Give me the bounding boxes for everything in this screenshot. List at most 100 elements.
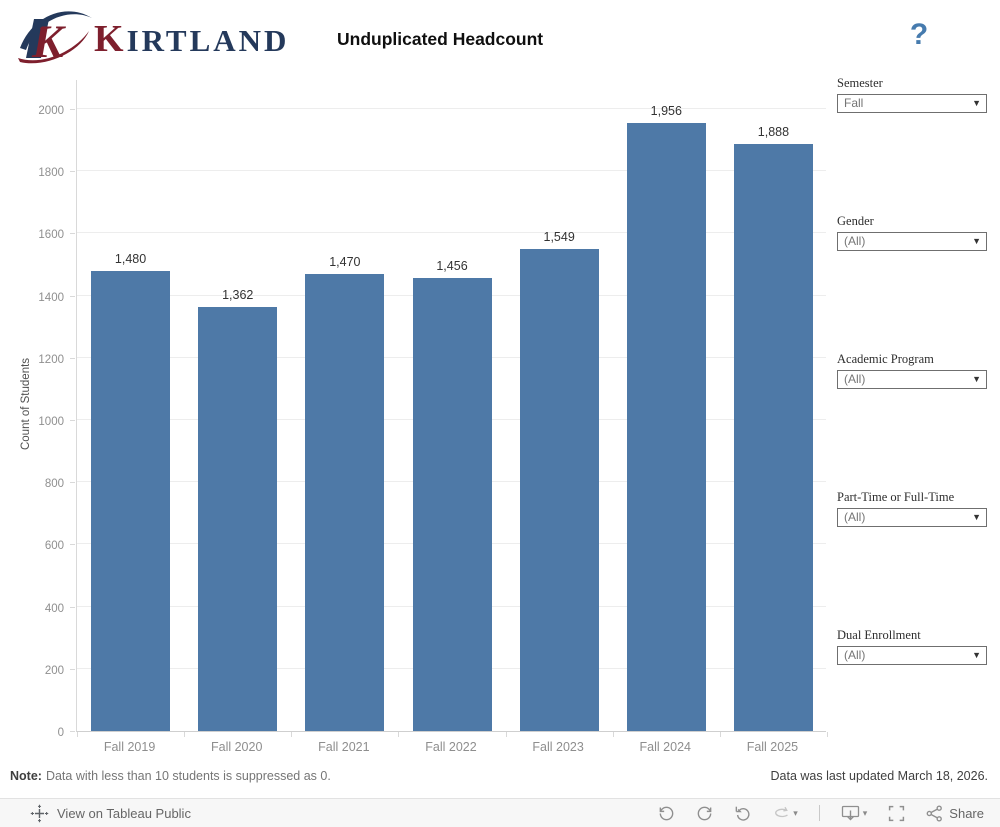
x-tick-mark <box>719 732 721 737</box>
brand-initial: K <box>94 18 127 60</box>
y-tick-label: 800 <box>44 478 64 491</box>
tableau-toolbar: View on Tableau Public <box>0 798 1000 827</box>
bar-fall-2025[interactable] <box>733 143 813 731</box>
x-tick-mark <box>612 732 614 737</box>
y-tick-mark <box>70 109 75 110</box>
y-tick-mark <box>70 544 75 546</box>
plot-pane: 1,480 1,362 1,470 1,456 1,549 1,956 1,888 <box>76 80 828 737</box>
replay-button[interactable] <box>734 805 751 822</box>
toolbar-actions: ▾ ▾ <box>637 804 984 822</box>
refresh-button[interactable]: ▾ <box>772 806 798 821</box>
kirtland-emblem-icon: K <box>18 11 92 64</box>
bar-fall-2024[interactable] <box>626 122 706 731</box>
bar-fall-2022[interactable] <box>412 278 492 731</box>
fullscreen-button[interactable] <box>888 805 905 822</box>
brand-wordmark: KIRTLAND <box>94 20 289 64</box>
y-tick-label: 0 <box>57 727 64 739</box>
view-on-tableau-public-label: View on Tableau Public <box>57 805 191 821</box>
bar-value-label: 1,470 <box>329 254 361 269</box>
replay-icon <box>735 806 750 821</box>
x-tick-label: Fall 2023 <box>532 740 584 754</box>
bar-value-label: 1,888 <box>757 124 790 139</box>
filter-semester: Semester Fall ▼ <box>837 76 987 113</box>
y-tick-mark <box>70 171 75 173</box>
filter-label: Semester <box>837 76 883 90</box>
academic-program-dropdown[interactable]: (All) ▼ <box>837 370 987 389</box>
y-tick-label: 600 <box>44 540 64 553</box>
gender-dropdown[interactable]: (All) ▼ <box>837 232 987 251</box>
help-icon[interactable]: ? <box>909 18 929 51</box>
kirtland-logo: K KIRTLAND <box>16 6 289 64</box>
svg-text:K: K <box>31 16 66 64</box>
bar-value-label: 1,549 <box>543 230 575 245</box>
note-text: Data with less than 10 students is suppr… <box>45 769 331 783</box>
y-tick-label: 2000 <box>38 105 64 117</box>
share-button[interactable]: Share <box>926 804 984 822</box>
y-tick-mark <box>70 420 75 421</box>
gridline <box>77 108 826 109</box>
x-tick-label: Fall 2022 <box>425 740 477 754</box>
redo-button[interactable] <box>696 805 713 822</box>
bar-value-label: 1,956 <box>650 103 682 118</box>
share-icon <box>926 804 943 822</box>
x-tick-mark <box>505 732 507 737</box>
filter-academic-program: Academic Program (All) ▼ <box>837 352 987 389</box>
chevron-down-icon: ▾ <box>862 807 868 818</box>
toolbar-divider <box>818 805 820 821</box>
dropdown-value: (All) <box>844 372 866 386</box>
dual-enrollment-dropdown[interactable]: (All) ▼ <box>837 646 987 665</box>
filter-label: Academic Program <box>837 352 934 366</box>
y-tick-mark <box>70 731 75 732</box>
bar-fall-2023[interactable] <box>519 249 599 731</box>
undo-button[interactable] <box>658 805 675 822</box>
bar-value-label: 1,456 <box>436 259 468 274</box>
x-tick-mark <box>184 732 186 737</box>
filter-dual-enrollment: Dual Enrollment (All) ▼ <box>837 628 987 665</box>
x-tick-label: Fall 2019 <box>103 740 156 754</box>
y-tick-label: 1000 <box>38 416 64 428</box>
download-icon <box>841 805 859 820</box>
y-tick-label: 1800 <box>38 167 64 180</box>
x-tick-label: Fall 2025 <box>746 740 799 754</box>
y-tick-label: 1200 <box>38 353 64 366</box>
semester-dropdown[interactable]: Fall ▼ <box>837 94 987 113</box>
y-tick-mark <box>70 357 75 359</box>
filter-label: Gender <box>837 214 874 228</box>
fullscreen-icon <box>889 805 905 821</box>
filter-label: Dual Enrollment <box>837 628 921 642</box>
chevron-down-icon: ▾ <box>793 807 798 818</box>
view-on-tableau-public-link[interactable]: View on Tableau Public <box>30 804 191 823</box>
part-full-time-dropdown[interactable]: (All) ▼ <box>837 508 987 527</box>
x-tick-label: Fall 2024 <box>639 740 691 754</box>
chevron-down-icon: ▼ <box>972 374 981 384</box>
share-label: Share <box>949 805 984 821</box>
filter-gender: Gender (All) ▼ <box>837 214 987 251</box>
page-title: Unduplicated Headcount <box>337 29 544 49</box>
y-tick-mark <box>70 606 75 608</box>
bar-fall-2019[interactable] <box>91 270 171 731</box>
chevron-down-icon: ▼ <box>972 650 981 660</box>
y-tick-label: 1600 <box>38 229 64 242</box>
y-tick-mark <box>70 482 75 484</box>
bar-fall-2020[interactable] <box>198 307 278 731</box>
footnote: Note: Data with less than 10 students is … <box>10 769 331 783</box>
x-tick-label: Fall 2021 <box>318 740 370 754</box>
chevron-down-icon: ▼ <box>972 98 981 108</box>
bar-fall-2021[interactable] <box>305 273 385 731</box>
dropdown-value: (All) <box>844 648 866 662</box>
bar-value-label: 1,480 <box>114 251 147 266</box>
chevron-down-icon: ▼ <box>972 512 981 522</box>
chevron-down-icon: ▼ <box>972 236 981 246</box>
refresh-icon <box>775 806 789 817</box>
download-button[interactable]: ▾ <box>841 805 868 822</box>
y-tick-label: 200 <box>44 664 64 677</box>
dropdown-value: (All) <box>844 510 866 524</box>
dropdown-value: Fall <box>844 96 864 110</box>
x-axis: Fall 2019 Fall 2020 Fall 2021 Fall 2022 Fall… <box>76 740 826 756</box>
dropdown-value: (All) <box>844 234 866 248</box>
filter-part-full-time: Part-Time or Full-Time (All) ▼ <box>837 490 987 527</box>
tableau-logo-icon <box>30 804 49 822</box>
last-updated-text: Data was last updated March 18, 2026. <box>770 769 989 783</box>
y-tick-label: 1400 <box>38 291 64 304</box>
